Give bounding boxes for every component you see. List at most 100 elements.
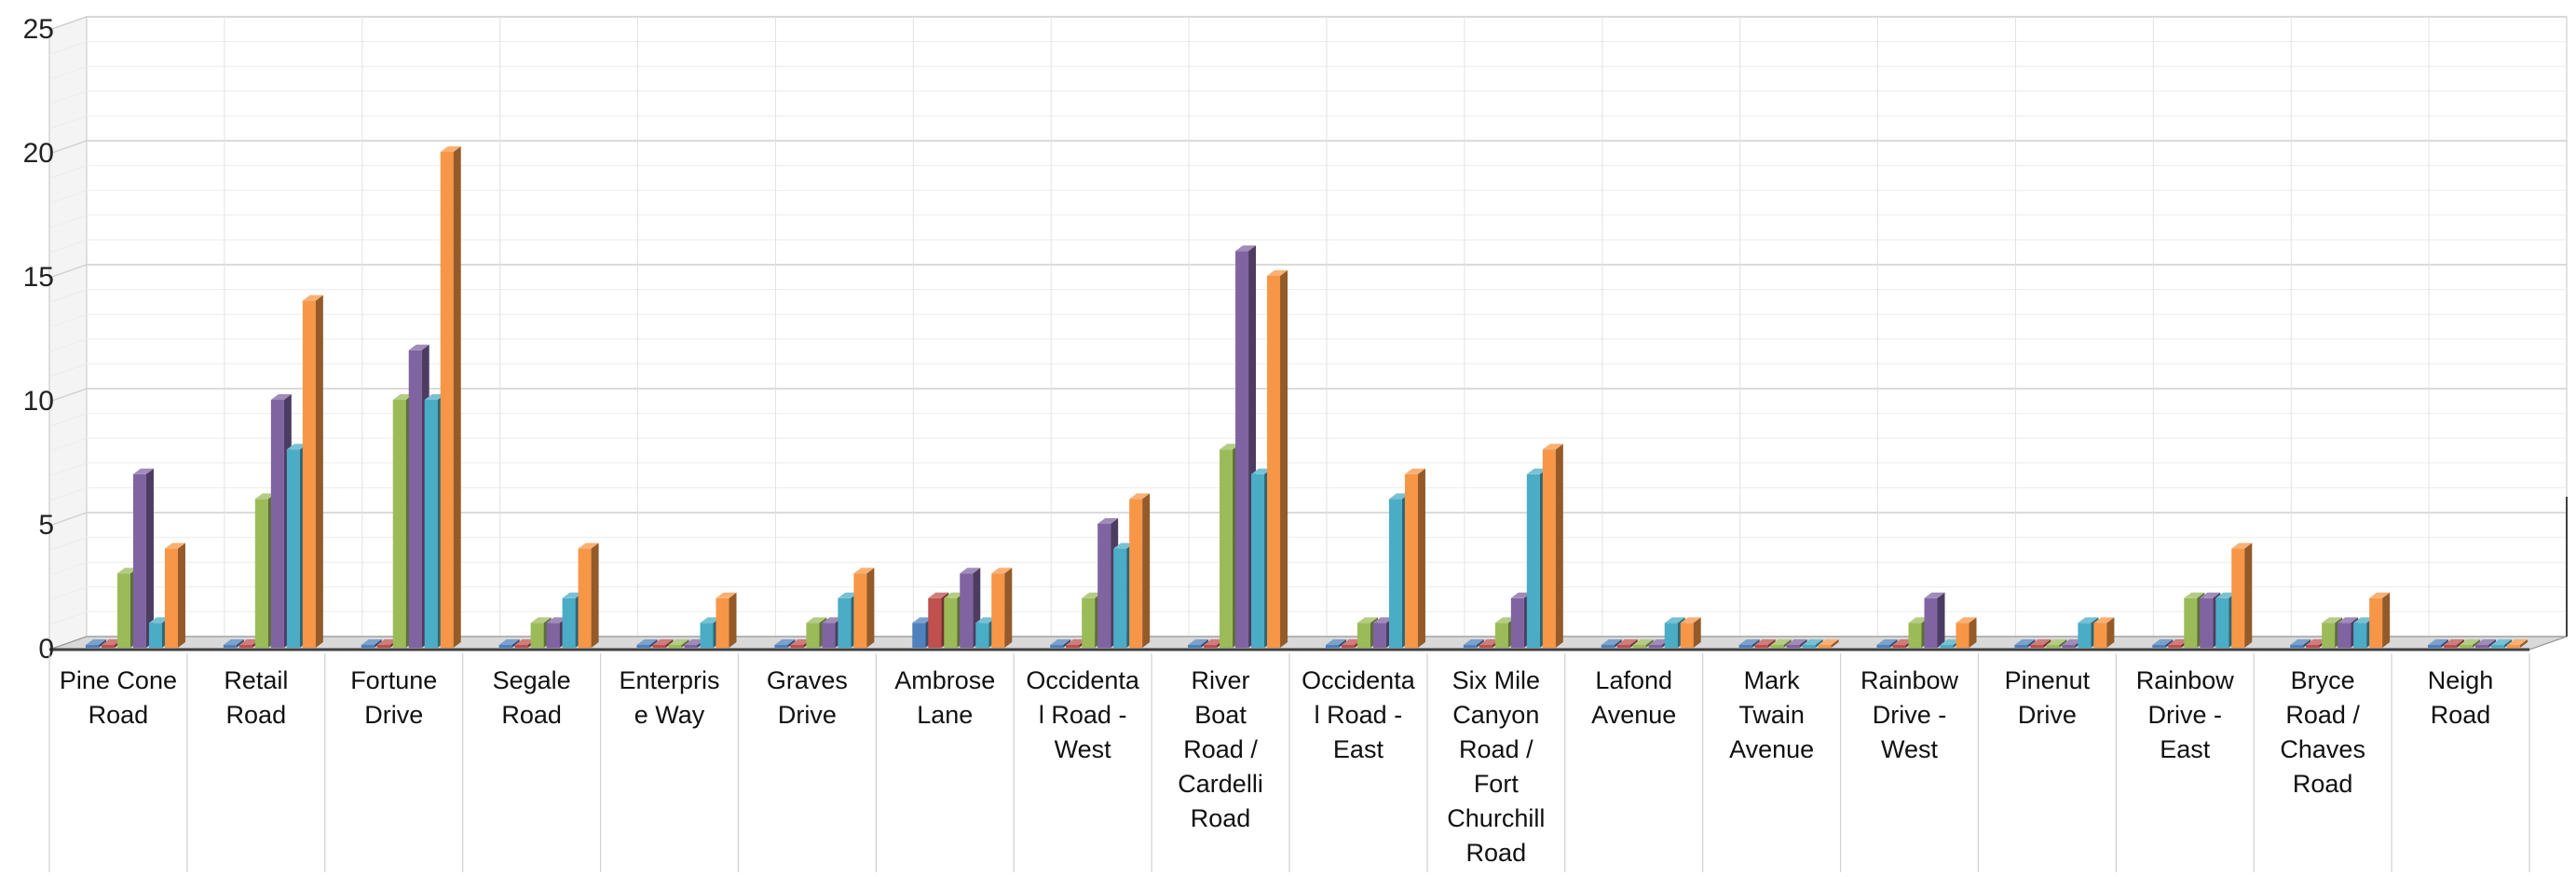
bar — [2046, 639, 2067, 648]
bar-top — [716, 592, 737, 598]
bar-front — [101, 645, 115, 648]
bar-side — [1142, 493, 1151, 648]
bar-side — [1645, 639, 1654, 648]
bar-top — [838, 592, 859, 598]
x-tick-label: Mark — [1744, 666, 1800, 694]
bar-top — [2507, 639, 2528, 645]
bar-top — [85, 639, 106, 645]
bar-side — [2520, 639, 2528, 648]
bars — [85, 146, 2528, 648]
bar-top — [975, 617, 997, 623]
bar-front — [1325, 645, 1339, 648]
bar-front — [1204, 645, 1218, 648]
bar — [1680, 617, 1701, 648]
side-gridline — [48, 413, 88, 428]
bar-top — [239, 639, 260, 645]
bar-top — [1738, 639, 1760, 645]
bar-front — [1388, 499, 1402, 648]
bar-side — [98, 639, 106, 648]
bar-front — [1220, 449, 1233, 648]
bar — [2460, 639, 2481, 648]
bar — [2428, 639, 2449, 648]
bar-top — [1188, 639, 1209, 645]
bar-top — [1341, 639, 1362, 645]
bar-front — [1479, 645, 1492, 648]
bar-front — [2491, 645, 2505, 648]
x-tick-label: Boat — [1194, 701, 1247, 729]
bar-top — [668, 639, 689, 645]
x-tick-label: Road — [2431, 701, 2491, 729]
bar-front — [85, 645, 99, 648]
bar-side — [1889, 639, 1898, 648]
bar-side — [729, 592, 737, 648]
bar-front — [376, 645, 390, 648]
bar-front — [1494, 623, 1508, 648]
bar-front — [928, 597, 942, 648]
bar-top — [1616, 639, 1638, 645]
bar — [2093, 617, 2115, 648]
x-tick-label: Canyon — [1452, 701, 1539, 729]
side-gridline — [48, 264, 88, 279]
x-tick-label: East — [1333, 735, 1384, 763]
bar-front — [1876, 645, 1890, 648]
x-tick-label: Enterpris — [619, 666, 719, 694]
bar-front — [2030, 645, 2044, 648]
x-tick-label: Avenue — [1591, 701, 1676, 729]
bar-front — [2428, 645, 2442, 648]
bar — [2369, 592, 2391, 648]
bar-top — [928, 592, 949, 598]
bar-front — [1601, 645, 1615, 648]
x-tick-label: Road — [226, 701, 287, 729]
bar-top — [1526, 468, 1547, 474]
bar-front — [1372, 623, 1386, 648]
bar-front — [1664, 623, 1678, 648]
bar — [440, 146, 461, 648]
side-gridline — [48, 214, 88, 229]
bar-top — [1664, 617, 1685, 623]
x-tick-label: Lane — [917, 701, 973, 729]
bar-top — [1802, 639, 1823, 645]
bar-front — [116, 573, 130, 648]
bar-top — [270, 394, 292, 400]
bar — [991, 568, 1013, 648]
bar — [774, 639, 796, 648]
bar-top — [1632, 639, 1654, 645]
bar-front — [1924, 597, 1938, 648]
bar-top — [2078, 617, 2099, 623]
y-axis-labels: 0 5 10 15 20 25 — [23, 14, 54, 665]
x-tick-label: Graves — [767, 666, 848, 694]
bar-top — [361, 639, 382, 645]
x-tick-label: Rainbow — [1860, 666, 1959, 694]
bar-top — [2369, 592, 2391, 598]
bar-front — [1188, 645, 1202, 648]
bar-front — [668, 645, 682, 648]
bar — [1188, 639, 1209, 648]
side-gridline — [48, 165, 88, 180]
bar-front — [1404, 473, 1418, 648]
bar-top — [408, 344, 429, 350]
x-tick-label: Drive - — [2148, 701, 2223, 729]
x-tick-label: Road / — [1459, 735, 1533, 763]
bar-front — [2369, 597, 2383, 648]
bar-top — [1754, 639, 1776, 645]
x-tick-label: Road — [89, 701, 149, 729]
bar-front — [700, 623, 714, 648]
bar-top — [1924, 592, 1945, 598]
bar — [1463, 639, 1484, 648]
x-tick-label: Twain — [1738, 701, 1805, 729]
y-tick-label: 0 — [38, 634, 54, 665]
bar-front — [132, 473, 146, 648]
bar-front — [806, 623, 820, 648]
bar-top — [636, 639, 658, 645]
bar-front — [2322, 623, 2336, 648]
bar-side — [1937, 592, 1945, 648]
bar-top — [1388, 493, 1410, 500]
bar-front — [514, 645, 528, 648]
bar-top — [2306, 639, 2327, 645]
side-gridline — [48, 90, 88, 105]
bar-top — [578, 542, 599, 549]
bar-top — [1066, 639, 1087, 645]
x-tick-label: Avenue — [1729, 735, 1814, 763]
side-gridline — [48, 115, 88, 130]
